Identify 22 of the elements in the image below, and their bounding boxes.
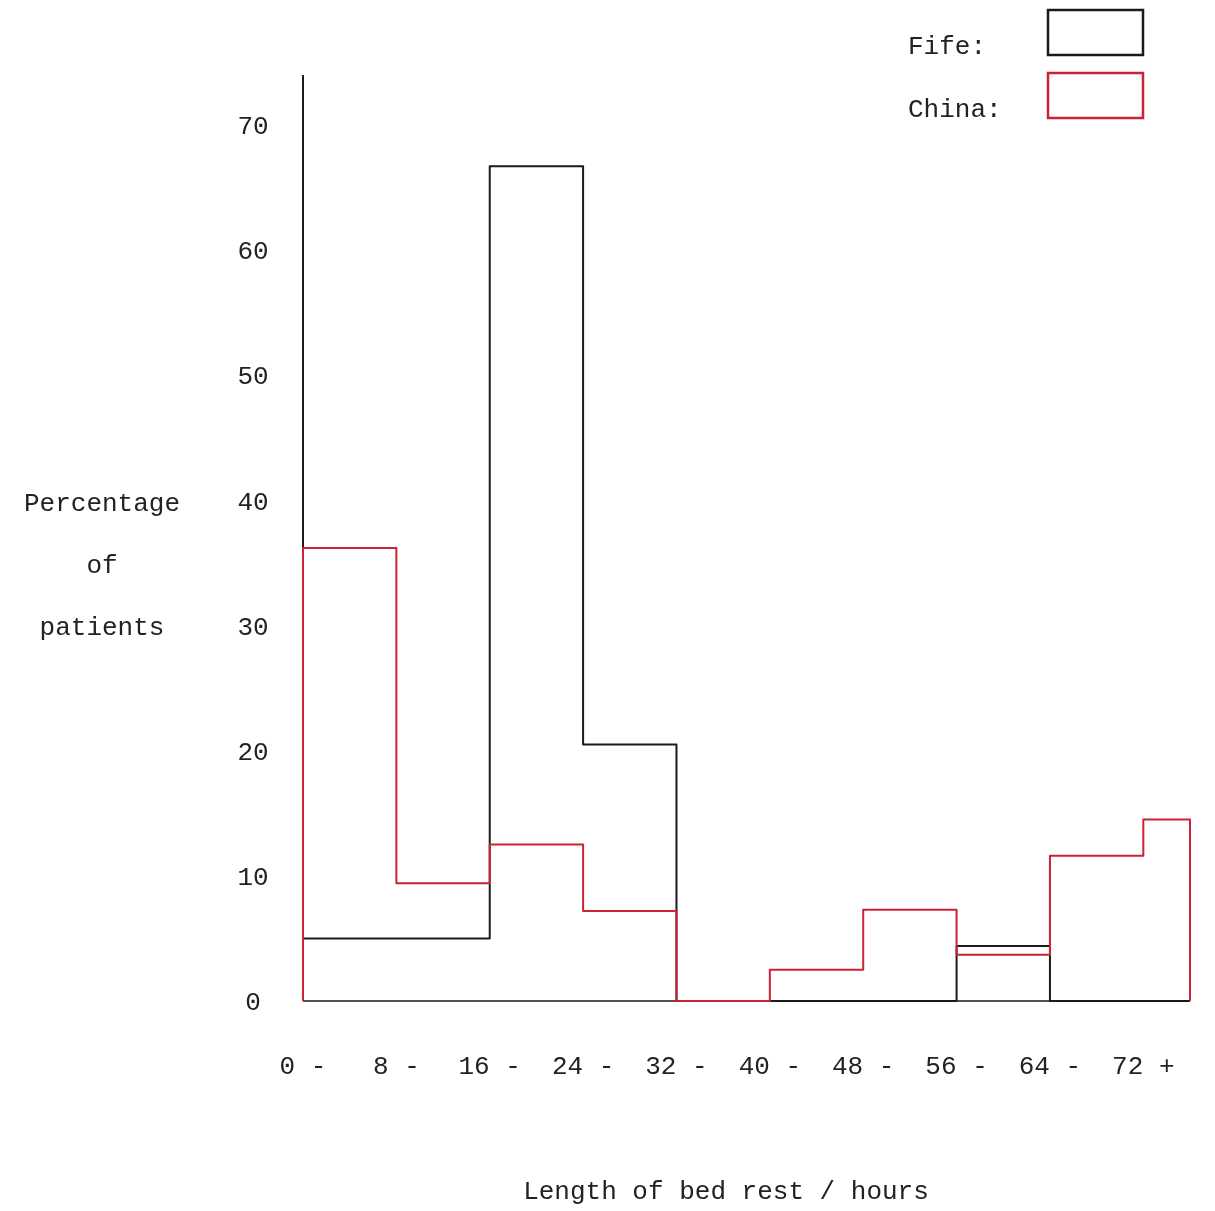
y-tick-label: 20 bbox=[237, 737, 269, 768]
y-tick-label: 50 bbox=[237, 362, 269, 393]
x-tick-label: 40 - bbox=[738, 1052, 802, 1083]
x-tick-label: 0 - bbox=[279, 1052, 327, 1083]
x-tick-label: 56 - bbox=[925, 1052, 988, 1083]
x-tick-label: 64 - bbox=[1018, 1052, 1082, 1083]
x-tick-label: 72 + bbox=[1112, 1052, 1175, 1083]
x-tick-label: 16 - bbox=[458, 1052, 521, 1083]
x-tick-label: 32 - bbox=[645, 1052, 708, 1083]
legend-label: Fife: bbox=[908, 32, 987, 63]
y-tick-label: 0 bbox=[245, 988, 261, 1019]
y-tick-label: 30 bbox=[237, 612, 269, 643]
x-axis-title: Length of bed rest / hours bbox=[523, 1177, 929, 1208]
legend-label: China: bbox=[908, 95, 1002, 126]
y-tick-label: 10 bbox=[237, 862, 269, 893]
x-tick-label: 24 - bbox=[551, 1052, 615, 1083]
y-tick-label: 60 bbox=[237, 237, 269, 268]
y-tick-label: 40 bbox=[237, 487, 269, 518]
y-tick-label: 70 bbox=[237, 112, 269, 143]
text: Percentage of patients bbox=[23, 489, 181, 644]
x-tick-label: 48 - bbox=[832, 1052, 895, 1083]
x-tick-label: 8 - bbox=[372, 1052, 420, 1083]
